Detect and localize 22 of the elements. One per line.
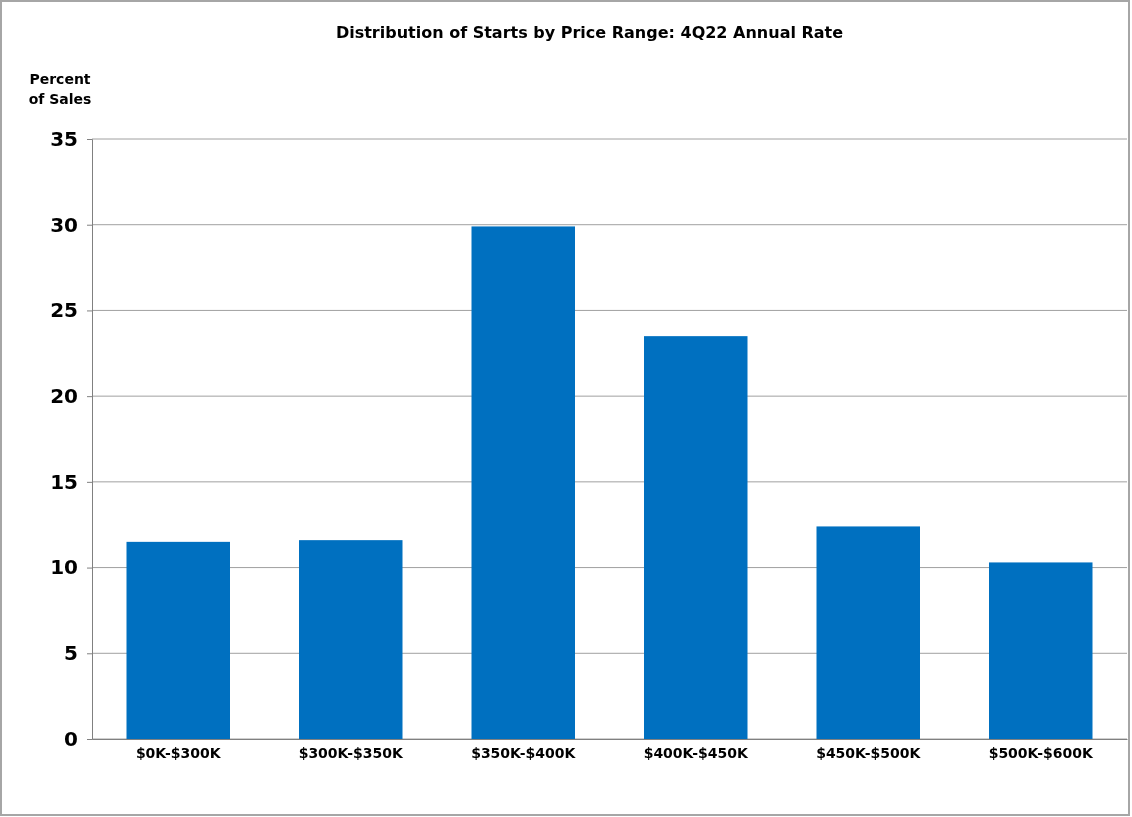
y-tick-label: 10: [50, 555, 78, 580]
bar: [644, 336, 748, 739]
y-tick-label: 0: [64, 726, 78, 751]
y-tick-label: 20: [50, 384, 78, 409]
y-tick-label: 15: [50, 469, 78, 494]
x-tick-label: $450K-$500K: [816, 745, 922, 761]
x-tick-label: $300K-$350K: [298, 745, 404, 761]
y-tick-label: 30: [50, 212, 78, 237]
y-tick-label: 25: [50, 298, 78, 323]
bar: [471, 226, 575, 739]
bar: [816, 526, 920, 739]
bar: [299, 540, 403, 739]
x-tick-label: $0K-$300K: [135, 745, 222, 761]
y-tick-label: 5: [64, 641, 78, 666]
y-axis-title: Percent of Sales: [28, 71, 92, 107]
x-tick-label: $500K-$600K: [988, 745, 1094, 761]
x-tick-label: $350K-$400K: [471, 745, 577, 761]
bar: [989, 562, 1093, 739]
x-tick-label: $400K-$450K: [643, 745, 749, 761]
y-tick-label: 35: [50, 126, 78, 151]
bar: [126, 541, 230, 739]
chart-title: Distribution of Starts by Price Range: 4Q22 Annual Rate: [335, 23, 844, 42]
